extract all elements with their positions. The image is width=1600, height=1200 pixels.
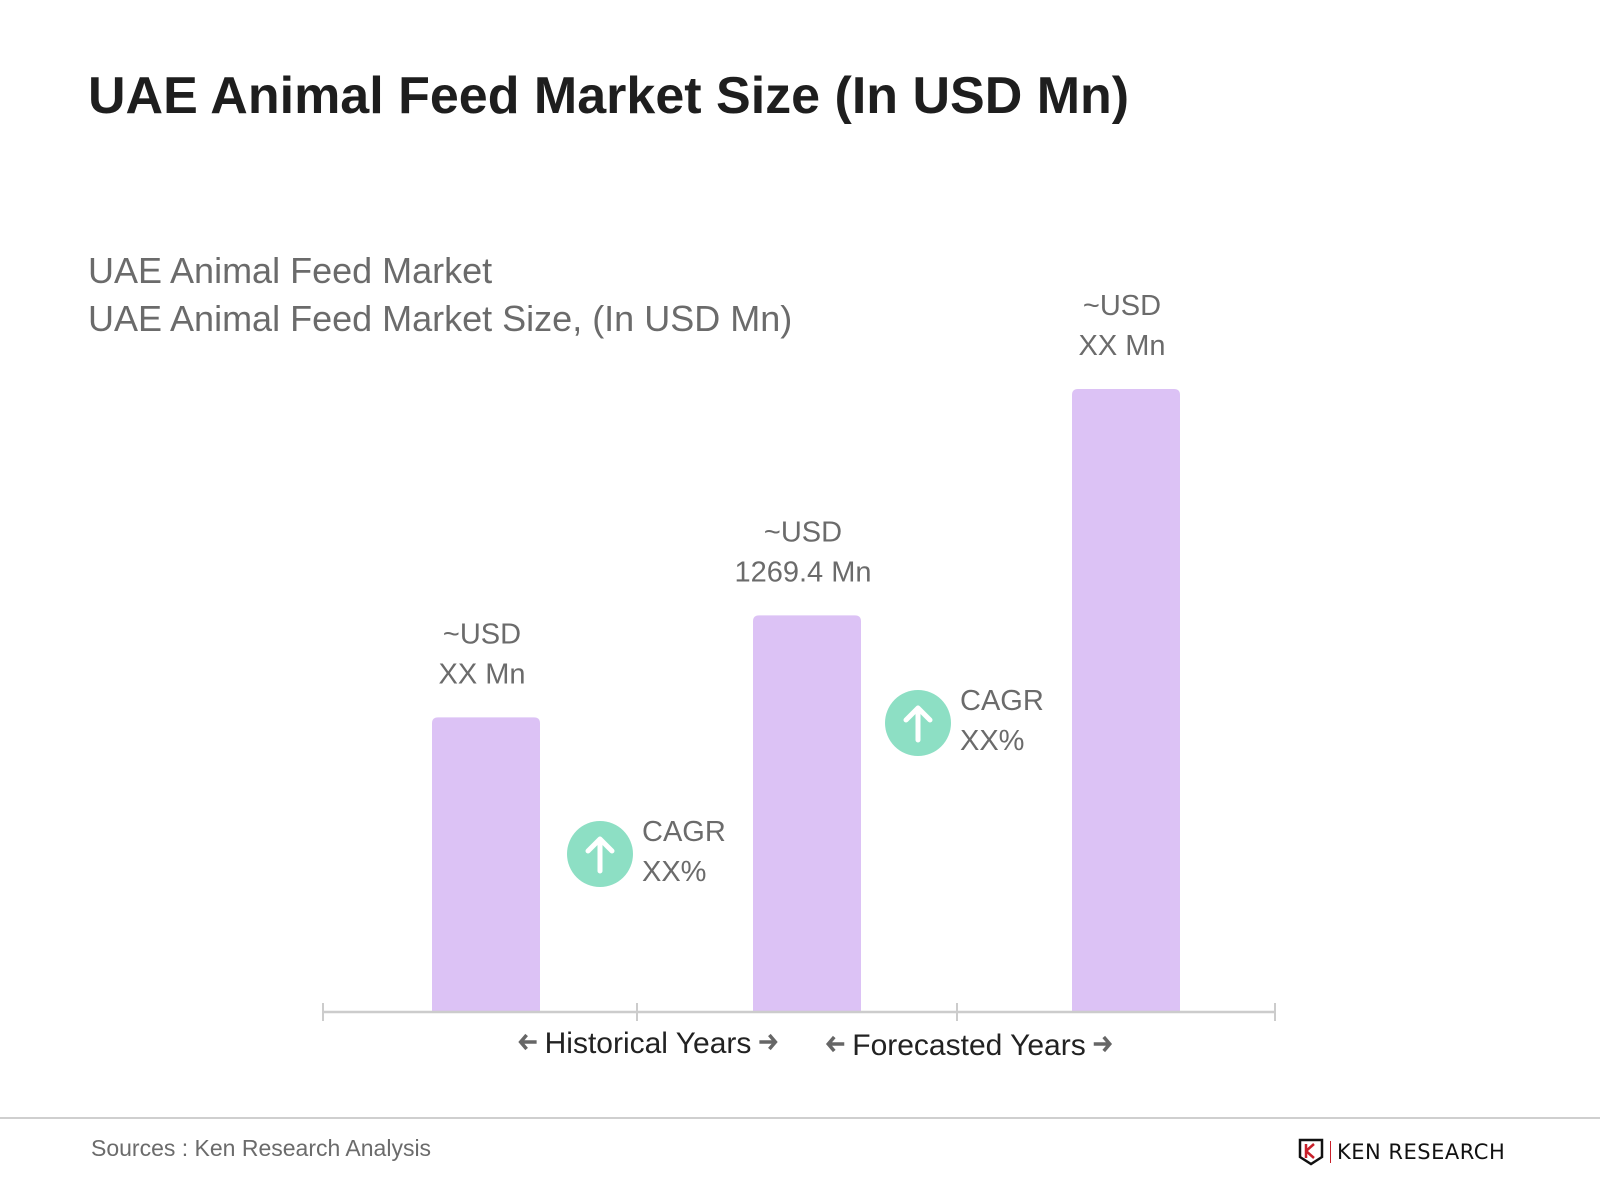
arrow-right-icon bbox=[1093, 1035, 1113, 1053]
arrow-up-icon bbox=[903, 705, 933, 743]
arrow-left-icon bbox=[825, 1035, 845, 1053]
logo-shield-icon bbox=[1298, 1138, 1324, 1166]
page-title: UAE Animal Feed Market Size (In USD Mn) bbox=[88, 67, 1130, 125]
data-label-line2: XX Mn bbox=[1078, 330, 1165, 362]
logo-text: KEN RESEARCH bbox=[1337, 1140, 1506, 1164]
arrow-left-icon bbox=[518, 1033, 537, 1051]
data-label-line1: ~USD bbox=[764, 516, 842, 548]
footer-divider bbox=[0, 1117, 1600, 1119]
cagr-label: CAGR bbox=[642, 816, 726, 848]
period-label: Forecasted Years bbox=[852, 1029, 1085, 1062]
data-label-line2: 1269.4 Mn bbox=[734, 556, 871, 588]
arrow-right-icon bbox=[759, 1033, 778, 1051]
cagr-value: XX% bbox=[642, 856, 706, 888]
bar-chart: ~USD XX Mn ~USD 1269.4 Mn ~USD XX Mn CAGR XX% CA… bbox=[322, 290, 1276, 1062]
data-label-line1: ~USD bbox=[1083, 290, 1161, 322]
cagr-value: XX% bbox=[960, 725, 1024, 757]
chart-subtitle-2: UAE Animal Feed Market Size, (In USD Mn) bbox=[88, 298, 793, 339]
arrow-up-icon bbox=[585, 836, 615, 874]
bar bbox=[753, 615, 861, 1012]
bar bbox=[1072, 389, 1180, 1012]
bar bbox=[432, 717, 540, 1012]
cagr-label: CAGR bbox=[960, 685, 1044, 717]
data-label-line1: ~USD bbox=[443, 618, 521, 650]
data-label-line2: XX Mn bbox=[438, 658, 525, 690]
ken-research-logo: KEN RESEARCH bbox=[1298, 1138, 1505, 1166]
sources-note: Sources : Ken Research Analysis bbox=[91, 1135, 432, 1161]
chart-subtitle-1: UAE Animal Feed Market bbox=[88, 250, 493, 291]
period-label: Historical Years bbox=[545, 1027, 752, 1060]
